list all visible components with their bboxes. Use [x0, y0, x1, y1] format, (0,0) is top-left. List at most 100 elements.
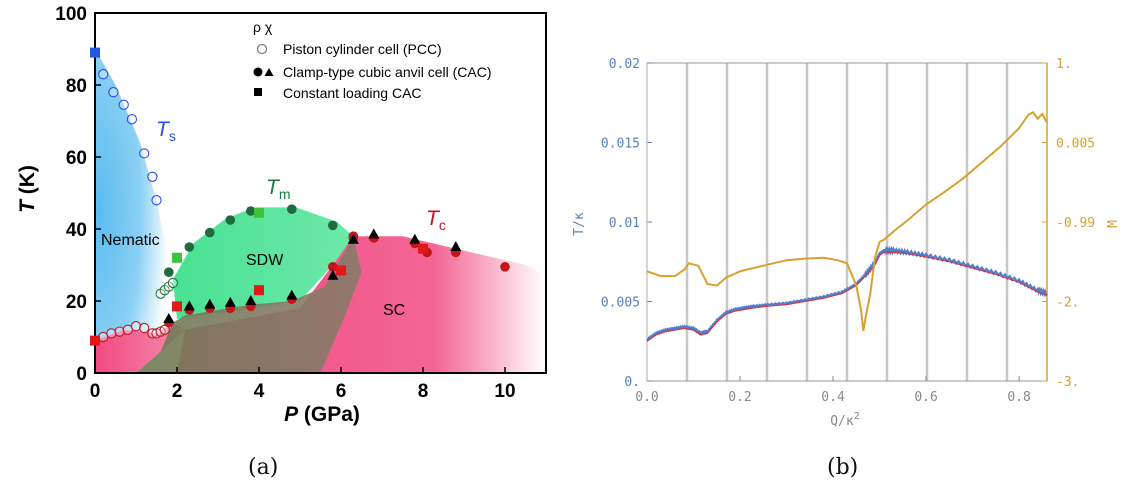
b-x-tick-label-0: 0.0 — [635, 390, 658, 405]
data-point-s4-1 — [254, 207, 264, 218]
data-point-s3-1 — [184, 242, 195, 252]
b-yr-tick-label-4: 1. — [1056, 57, 1072, 72]
data-point-s3-4 — [246, 206, 256, 216]
data-point-s0-0 — [98, 69, 109, 80]
x-tick-label-5: 10 — [494, 381, 515, 402]
data-point-s7-7 — [347, 233, 359, 244]
data-point-s4-0 — [172, 252, 182, 263]
y-axis-label-unit: (K) — [16, 165, 39, 200]
y-tick-label-4: 80 — [66, 76, 87, 97]
data-point-s7-8 — [368, 228, 380, 239]
data-point-s7-9 — [409, 233, 421, 244]
data-point-s0-3 — [126, 114, 138, 125]
sdw-sc-coexistence-region — [136, 236, 362, 373]
data-point-s7-6 — [327, 269, 339, 280]
data-point-s7-4 — [245, 295, 257, 305]
line-chart-b: 0.0 0.2 0.4 0.6 0.8 0. 0.005 0.01 0.015 0.02 -3. -2… — [572, 57, 1121, 429]
series-m-line — [646, 111, 1048, 332]
legend-marker-open-circle — [256, 43, 268, 55]
label-tc: Tc — [426, 207, 446, 233]
y-tick-label-0: 0 — [76, 364, 87, 385]
sc-low-pressure-region — [95, 322, 186, 373]
data-point-s7-5 — [286, 289, 298, 300]
y-tick-label-1: 20 — [66, 292, 87, 313]
series-fit-line — [646, 251, 1048, 342]
phase-regions — [95, 49, 546, 373]
data-point-s7-10 — [450, 241, 462, 251]
b-x-tick-label-4: 0.8 — [1007, 390, 1030, 405]
sdw-region — [172, 207, 354, 319]
plot-frame — [94, 12, 547, 374]
b-yr-tick-label-2: -0.99 — [1056, 216, 1095, 231]
b-yr-tick-label-3: 0.005 — [1056, 137, 1095, 152]
data-point-s7-2 — [204, 298, 216, 309]
data-point-s8-3 — [336, 265, 346, 276]
data-point-s8-4 — [418, 243, 428, 254]
x-tick-label-0: 0 — [90, 381, 101, 402]
legend-entry-cac: Clamp-type cubic anvil cell (CAC) — [283, 64, 492, 80]
data-point-s6-6 — [328, 262, 338, 272]
data-point-s0-5 — [147, 171, 158, 182]
b-x-tick-label-3: 0.6 — [914, 390, 937, 405]
axis-ticks-b: 0.0 0.2 0.4 0.6 0.8 0. 0.005 0.01 0.015 0.02 -3. -2… — [601, 57, 1095, 405]
x-tick-label-4: 8 — [418, 381, 429, 402]
caption-a: (a) — [248, 455, 278, 480]
y-axis-left-label: T/κ — [572, 212, 587, 236]
legend-marker-filled-circle — [253, 67, 263, 77]
vertical-gridlines — [685, 63, 1009, 381]
legend-marker-square — [254, 88, 262, 96]
data-point-s0-1 — [108, 87, 119, 98]
b-yr-tick-label-0: -3. — [1056, 375, 1079, 390]
data-point-s2-3 — [167, 277, 179, 289]
b-yl-tick-label-1: 0.005 — [601, 296, 640, 311]
data-point-s6-12 — [500, 262, 510, 272]
x-axis-label-var: P — [284, 403, 299, 426]
region-label-nematic: Nematic — [101, 232, 160, 249]
b-yl-tick-label-0: 0. — [624, 375, 640, 390]
x-axis-label-b-sup: 2 — [854, 411, 860, 422]
legend-entry-constant-loading: Constant loading CAC — [283, 85, 422, 101]
label-ts-main: T — [156, 118, 171, 141]
region-label-sc: SC — [383, 302, 405, 319]
data-point-s3-3 — [225, 215, 236, 225]
data-point-s3-0 — [164, 267, 174, 278]
data-point-s7-3 — [224, 296, 236, 307]
y-tick-label-3: 60 — [66, 148, 87, 169]
data-point-s5-4 — [130, 321, 142, 332]
data-point-s7-1 — [183, 300, 195, 311]
b-yl-tick-label-4: 0.02 — [609, 57, 640, 72]
data-point-s5-9 — [159, 324, 170, 335]
b-x-tick-label-2: 0.4 — [821, 390, 845, 405]
label-tc-sub: c — [439, 217, 446, 233]
data-points — [90, 47, 510, 346]
x-axis-label-b: Q/κ2 — [830, 411, 860, 429]
label-tm: Tm — [266, 176, 291, 202]
legend-marker-triangle — [264, 68, 274, 76]
y-axis-label-var: T — [16, 198, 39, 213]
data-point-s5-5 — [139, 322, 150, 334]
x-tick-label-3: 6 — [336, 381, 347, 402]
data-point-s5-2 — [114, 326, 125, 337]
data-point-s0-2 — [118, 99, 129, 110]
data-point-s0-6 — [151, 195, 162, 206]
b-yl-tick-label-3: 0.015 — [601, 137, 640, 152]
legend-header: ρ χ — [253, 19, 273, 35]
region-label-sdw: SDW — [246, 252, 284, 269]
legend-entry-pcc: Piston cylinder cell (PCC) — [283, 41, 442, 57]
data-point-s8-0 — [90, 335, 100, 346]
x-axis-label-unit: (GPa) — [298, 403, 360, 426]
label-tm-main: T — [266, 176, 281, 199]
y-tick-label-2: 40 — [66, 220, 87, 241]
y-tick-label-5: 100 — [55, 4, 87, 25]
data-point-s3-2 — [205, 227, 215, 238]
b-yl-tick-label-2: 0.01 — [609, 216, 640, 231]
label-tm-sub: m — [279, 186, 291, 202]
data-point-s0-4 — [139, 148, 150, 159]
data-point-s8-2 — [254, 285, 264, 296]
caption-b: (b) — [827, 455, 858, 480]
x-tick-label-2: 4 — [254, 381, 265, 402]
x-tick-label-1: 2 — [172, 381, 183, 402]
